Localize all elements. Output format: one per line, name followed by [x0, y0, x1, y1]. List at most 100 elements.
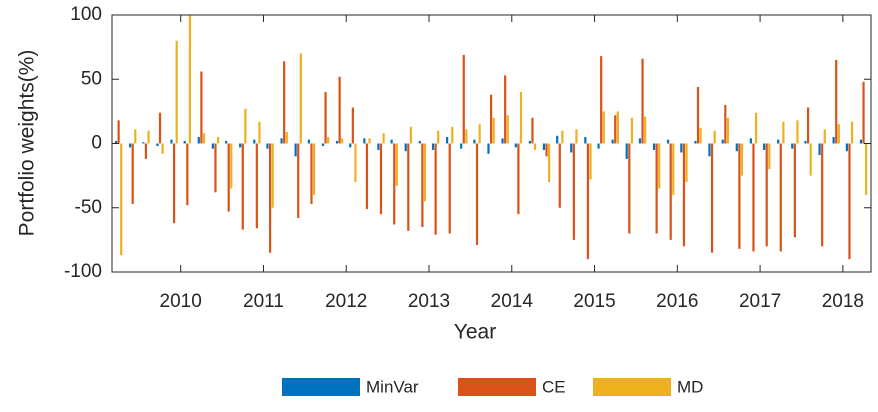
- bar: [158, 112, 162, 144]
- bar: [244, 108, 247, 144]
- bar: [848, 143, 851, 260]
- y-axis-label: Portfolio weights(%): [16, 50, 39, 237]
- bar: [379, 143, 383, 215]
- bar: [533, 143, 537, 150]
- bar: [460, 143, 463, 149]
- bar: [694, 140, 697, 144]
- bar: [754, 112, 758, 144]
- bar: [225, 140, 228, 144]
- bar: [393, 143, 396, 225]
- bar: [584, 137, 587, 144]
- bar: [285, 131, 288, 144]
- bar: [548, 143, 551, 183]
- bar: [630, 117, 634, 144]
- bar: [777, 139, 780, 144]
- bar: [341, 138, 344, 144]
- bar: [128, 143, 132, 148]
- bar: [200, 71, 203, 144]
- bar: [241, 143, 244, 230]
- bar: [558, 143, 561, 208]
- bar: [501, 138, 504, 144]
- bar: [183, 140, 186, 144]
- bar: [504, 75, 507, 144]
- bar: [188, 15, 192, 144]
- y-tick-label: -100: [64, 261, 102, 282]
- bar: [144, 143, 148, 159]
- bar: [307, 139, 310, 144]
- bar: [324, 92, 327, 144]
- bar: [655, 143, 658, 234]
- y-tick-label: 0: [91, 133, 102, 154]
- bar: [395, 143, 398, 186]
- bar: [517, 143, 520, 215]
- bar: [763, 143, 766, 150]
- bar: [202, 133, 206, 144]
- bar: [738, 143, 741, 249]
- bar: [752, 143, 755, 252]
- bar: [266, 143, 269, 149]
- bar: [253, 139, 256, 144]
- bar: [779, 143, 782, 252]
- bar: [726, 117, 730, 144]
- bar: [258, 121, 261, 144]
- bar: [740, 143, 744, 176]
- bar: [586, 143, 590, 260]
- bar: [821, 143, 824, 247]
- bar: [230, 143, 233, 189]
- bar: [597, 143, 600, 149]
- bar: [696, 86, 700, 144]
- bar: [462, 54, 465, 144]
- y-tick-label: 50: [81, 68, 102, 89]
- bar: [489, 94, 493, 144]
- bar: [570, 143, 573, 153]
- x-tick-label: 2018: [822, 291, 864, 312]
- bar: [652, 143, 656, 150]
- bar: [542, 143, 546, 150]
- bar: [227, 143, 230, 212]
- bar: [465, 129, 468, 144]
- bar: [616, 111, 619, 144]
- bar: [349, 143, 352, 148]
- bar: [446, 137, 449, 144]
- legend-label: MD: [677, 377, 703, 396]
- bar: [625, 143, 628, 159]
- bar: [724, 104, 727, 144]
- bar: [114, 140, 118, 144]
- bar: [806, 107, 810, 144]
- bar: [832, 137, 835, 144]
- bar: [473, 139, 476, 144]
- bar: [255, 143, 258, 229]
- bar: [561, 130, 564, 144]
- bar: [448, 143, 451, 234]
- bar: [721, 139, 724, 144]
- bar: [161, 143, 164, 154]
- bar: [297, 143, 300, 219]
- x-tick-label: 2015: [573, 291, 615, 312]
- bar: [791, 143, 794, 149]
- legend-swatch: [593, 378, 671, 396]
- bar: [365, 143, 369, 210]
- bar: [172, 143, 176, 224]
- bar: [271, 143, 274, 208]
- bar: [845, 143, 848, 152]
- bar: [351, 107, 354, 144]
- bar: [175, 40, 178, 144]
- bar: [377, 143, 380, 150]
- bar: [312, 143, 316, 195]
- bar: [572, 143, 575, 240]
- bar: [514, 143, 517, 148]
- bar: [382, 133, 385, 144]
- bar: [134, 129, 137, 144]
- bar: [837, 124, 840, 144]
- bar: [699, 128, 702, 144]
- x-tick-label: 2012: [325, 291, 367, 312]
- bar: [666, 139, 670, 144]
- bar: [859, 139, 863, 144]
- bar: [299, 53, 302, 144]
- bar: [368, 138, 371, 144]
- bar: [680, 143, 683, 153]
- bar: [708, 143, 711, 157]
- bar: [239, 143, 242, 148]
- bar: [186, 143, 189, 206]
